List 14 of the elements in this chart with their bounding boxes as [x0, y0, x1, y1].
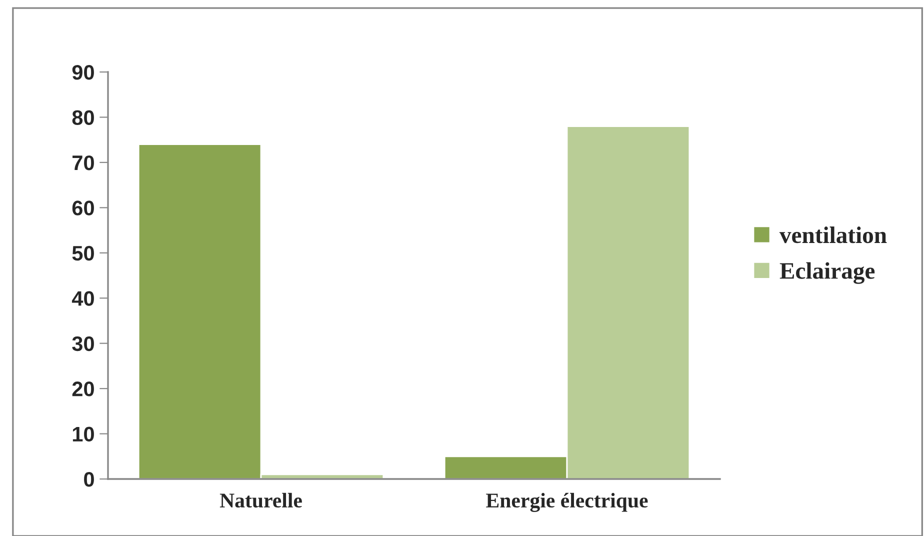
y-tick-label: 60 — [72, 200, 94, 216]
y-tick-label: 90 — [72, 65, 94, 80]
y-tick-label: 20 — [72, 382, 94, 396]
y-tick-label: 50 — [72, 246, 94, 261]
legend-label: ventilation — [779, 226, 887, 244]
x-tick-label: Energie électrique — [486, 492, 648, 512]
y-tick-label: 70 — [72, 155, 94, 170]
y-tick-label: 0 — [84, 472, 94, 487]
y-tick-label: 30 — [72, 336, 94, 352]
y-tick-label: 40 — [72, 291, 94, 306]
x-tick-label: Naturelle — [220, 492, 302, 508]
y-tick-label: 80 — [72, 110, 94, 125]
legend-label: Eclairage — [780, 262, 875, 284]
y-tick-label: 10 — [72, 426, 94, 442]
